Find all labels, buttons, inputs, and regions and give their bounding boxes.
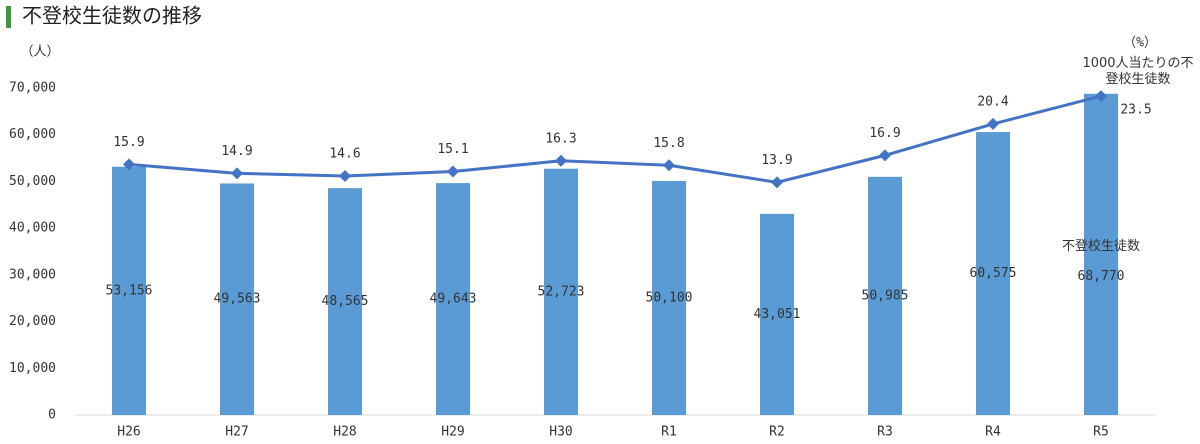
bar-value-label: 49,563 [214,292,261,307]
bar [976,132,1010,416]
bar [760,213,794,415]
y-tick-label: 60,000 [9,127,56,142]
x-tick-label: H26 [117,425,140,440]
y-tick-label: 40,000 [9,221,56,236]
bar [328,188,362,415]
bar-value-label: 53,156 [106,283,153,298]
y-tick-label: 20,000 [9,314,56,329]
bar-value-label: 48,565 [322,294,369,309]
y2-axis-label: （%） [1123,36,1157,51]
line-value-label: 14.6 [329,147,360,162]
line-value-label: 16.3 [545,131,576,146]
bar-value-label: 49,643 [430,292,477,307]
bar-value-label: 43,051 [754,307,801,322]
line-value-label: 16.9 [869,126,900,141]
x-tick-label: R4 [985,425,1001,440]
bar [544,168,578,415]
x-tick-label: H29 [441,425,464,440]
bar [1084,93,1118,416]
bar-value-label: 60,575 [970,266,1017,281]
y-axis-label: （人） [20,45,59,60]
line-value-label: 14.9 [221,144,252,159]
line-point [1095,90,1107,103]
line-value-label: 15.1 [437,142,468,157]
line-point [123,158,135,171]
y-tick-label: 70,000 [9,81,56,96]
y-tick-label: 0 [48,408,56,423]
chart-title: 不登校生徒数の推移 [22,4,202,28]
line-point [771,176,783,189]
line-point [987,117,999,130]
line-value-label: 15.8 [653,136,684,151]
x-tick-label: H27 [225,425,248,440]
bar [112,166,146,415]
x-tick-label: R2 [769,425,785,440]
bar-value-label: 52,723 [538,284,585,299]
bar-series-name: 不登校生徒数 [1062,238,1140,254]
line-value-label: 23.5 [1120,103,1151,118]
y-tick-label: 50,000 [9,174,56,189]
y-tick-label: 30,000 [9,267,56,282]
bar [220,183,254,415]
x-tick-label: H30 [549,425,572,440]
bar [868,176,902,415]
line-point [555,154,567,167]
line-point [879,149,891,162]
x-tick-label: R1 [661,425,677,440]
line-point [339,170,351,183]
title-marker [6,6,11,28]
bar-value-label: 50,100 [646,290,693,305]
bar-value-label: 68,770 [1078,269,1125,284]
bar [652,180,686,415]
line-point [663,159,675,172]
x-tick-label: H28 [333,425,356,440]
line-point [447,165,459,178]
line-value-label: 13.9 [761,153,792,168]
bar [436,183,470,415]
line-series-name: 1000人当たりの不登校生徒数 [1082,56,1194,87]
x-tick-label: R5 [1093,425,1109,440]
line-value-label: 20.4 [977,94,1008,109]
line-point [231,167,243,180]
line [128,94,1102,184]
x-tick-label: R3 [877,425,893,440]
y-tick-label: 10,000 [9,361,56,376]
bar-value-label: 50,985 [862,288,909,303]
line-value-label: 15.9 [113,135,144,150]
